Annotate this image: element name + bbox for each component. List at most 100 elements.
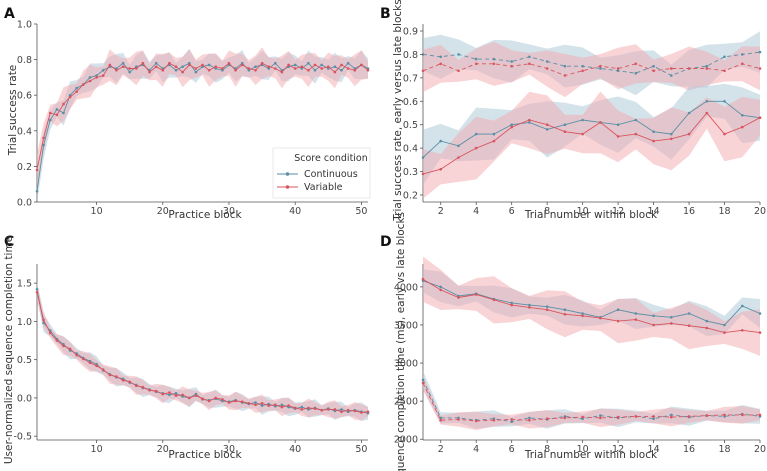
panel-b: B 2 4 6 8 10 12 14 16 18 20 0.2 0.3 0.4 0.5 0.6 0.7 0.8 0… [380, 0, 766, 222]
data-point-a-variable [366, 69, 370, 72]
panel-label-b: B [380, 6, 391, 22]
data-point-c-variable [346, 408, 350, 412]
data-point-a-continuous [154, 61, 158, 65]
y-tick-label-b: 0.5 [403, 120, 418, 131]
data-point-b-continuous-late [723, 55, 726, 59]
data-point-a-variable [82, 83, 85, 86]
data-point-c-variable [141, 385, 145, 389]
data-point-a-continuous [366, 67, 370, 70]
data-point-b-continuous-late [563, 64, 567, 68]
data-point-a-variable [148, 70, 151, 74]
data-point-b-variable-early [581, 132, 584, 136]
x-tick-label-b: 20 [754, 206, 766, 217]
data-point-a-continuous [333, 65, 337, 68]
y-tick-label-c: 0.5 [17, 355, 32, 366]
data-point-c-variable [75, 353, 78, 357]
data-point-a-variable [55, 113, 59, 117]
data-point-a-variable [327, 65, 330, 68]
data-point-a-continuous [214, 67, 217, 70]
y-tick-label-b: 0.9 [403, 27, 418, 38]
x-tick-label-b: 8 [544, 206, 550, 217]
data-point-c-variable [62, 344, 65, 348]
data-point-d-continuous-early [634, 312, 638, 315]
data-point-a-variable [260, 61, 264, 65]
data-point-a-variable [287, 63, 290, 67]
data-point-a-variable [161, 69, 165, 72]
data-point-c-variable [307, 406, 310, 410]
data-point-d-variable-late [723, 413, 726, 417]
data-point-c-continuous [254, 401, 257, 404]
data-point-b-variable-early [439, 167, 443, 171]
data-point-c-variable [240, 400, 244, 404]
data-point-d-continuous-early [758, 312, 762, 315]
data-point-a-variable [121, 65, 125, 68]
data-point-c-variable [188, 396, 191, 400]
data-point-d-continuous-late [670, 413, 673, 417]
data-point-a-variable [188, 63, 191, 67]
data-point-a-variable [333, 70, 337, 74]
data-point-a-variable [42, 136, 45, 140]
data-point-b-variable-early [634, 132, 638, 136]
data-point-a-variable [227, 61, 231, 65]
data-point-d-variable-late [705, 414, 709, 417]
data-point-b-continuous-late [545, 60, 549, 63]
data-point-a-continuous [35, 190, 39, 193]
data-point-a-continuous [254, 65, 257, 68]
data-point-a-variable [300, 65, 304, 68]
data-point-a-continuous [48, 118, 52, 122]
data-point-b-variable-late [510, 64, 513, 68]
panel-c: C 10 20 30 40 50 -0.5 0.0 0.5 1.0 1.5 Practice bl… [3, 234, 370, 464]
data-point-b-continuous-late [634, 71, 638, 75]
series-line-d-variable-early [422, 278, 761, 334]
data-point-b-variable-late [563, 74, 567, 77]
data-point-d-continuous-early [581, 312, 584, 315]
data-point-a-variable [307, 69, 310, 72]
data-point-b-variable-late [687, 67, 691, 70]
x-tick-label-b: 12 [612, 206, 624, 217]
x-tick-label-a: 30 [223, 206, 235, 217]
data-point-d-variable-early [634, 318, 638, 321]
data-point-b-variable-early [457, 156, 460, 159]
data-point-c-variable [234, 399, 237, 403]
x-axis-label-d: Trial number within block [524, 449, 658, 461]
data-point-c-variable [55, 339, 59, 342]
data-point-c-variable [128, 380, 131, 384]
x-tick-label-a: 40 [289, 206, 301, 217]
data-point-b-continuous-early [439, 139, 443, 143]
x-tick-label-a: 50 [355, 206, 367, 217]
x-tick-label-b: 6 [509, 206, 515, 217]
legend-item-continuous: Continuous [304, 169, 358, 180]
data-point-d-variable-early [687, 324, 691, 328]
ci-band-d-variable-late [423, 375, 760, 431]
data-point-c-variable [35, 291, 39, 294]
data-point-c-variable [280, 405, 284, 409]
data-point-b-variable-early [723, 132, 726, 136]
y-tick-label-a: 0.4 [17, 126, 32, 137]
data-point-b-variable-late [528, 62, 531, 66]
data-point-b-variable-early [599, 121, 602, 124]
data-point-b-variable-early [687, 132, 691, 136]
data-point-c-continuous [42, 321, 45, 325]
data-point-a-continuous [307, 61, 310, 65]
x-tick-label-d: 6 [509, 444, 515, 455]
legend: Score condition Continuous Variable [272, 147, 371, 199]
data-point-a-variable [360, 63, 363, 67]
data-point-c-variable [340, 410, 343, 414]
x-tick-label-b: 2 [438, 206, 444, 217]
data-point-b-variable-late [723, 69, 726, 73]
data-point-b-continuous-late [758, 50, 762, 54]
data-point-b-continuous-late [510, 60, 513, 63]
plot-a: 10 20 30 40 50 0.0 0.2 0.4 0.6 0.8 1.0 [17, 20, 370, 217]
data-point-d-continuous-early [528, 303, 531, 307]
data-point-c-variable [82, 357, 85, 361]
data-point-a-variable [234, 69, 237, 72]
data-point-a-variable [174, 65, 178, 68]
data-point-d-variable-early [457, 296, 460, 299]
data-point-d-variable-late [563, 416, 567, 420]
data-point-d-variable-early [492, 298, 496, 302]
data-point-a-continuous [128, 70, 131, 74]
data-point-a-variable [154, 65, 158, 68]
data-point-a-variable [247, 67, 251, 70]
data-point-b-variable-late [457, 69, 460, 73]
